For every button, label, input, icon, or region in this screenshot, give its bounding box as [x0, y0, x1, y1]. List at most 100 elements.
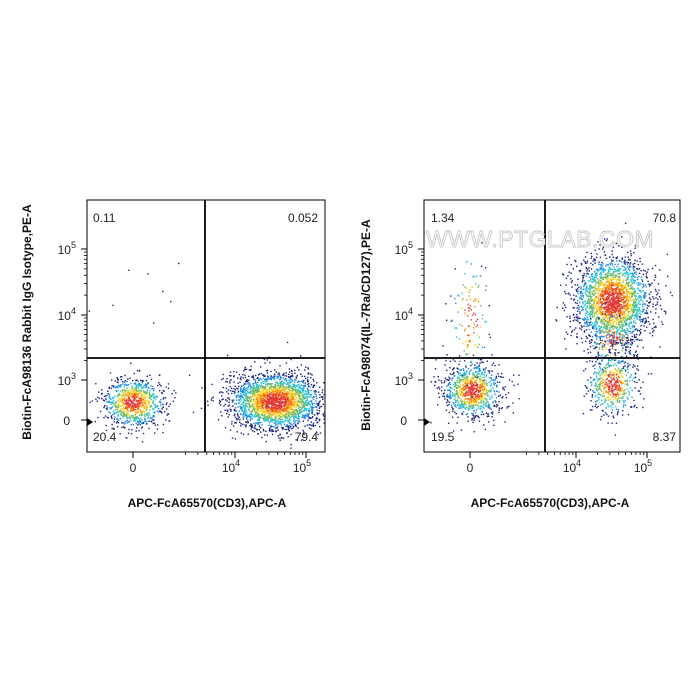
event-dot [464, 388, 467, 390]
event-dot [308, 423, 310, 426]
event-dot [609, 274, 611, 277]
event-dot [458, 363, 460, 366]
event-dot [120, 414, 122, 416]
event-dot [127, 405, 130, 407]
event-dot [268, 402, 270, 404]
event-dot [144, 406, 146, 409]
event-dot [235, 371, 238, 373]
event-dot [296, 388, 299, 391]
event-dot [481, 392, 483, 395]
event-dot [305, 404, 307, 406]
event-dot [293, 385, 296, 387]
event-dot [284, 403, 287, 405]
event-dot [592, 264, 594, 266]
event-dot [237, 377, 239, 379]
event-dot [118, 385, 121, 387]
event-dot [601, 273, 603, 275]
event-dot [465, 402, 467, 405]
event-dot [617, 273, 619, 275]
event-dot [128, 400, 130, 402]
event-dot [253, 386, 255, 388]
event-dot [248, 415, 250, 417]
event-dot [619, 295, 621, 297]
event-dot [147, 414, 149, 416]
event-dot [144, 400, 146, 403]
event-dot [613, 322, 615, 324]
event-dot [478, 402, 480, 404]
event-dot [105, 429, 108, 432]
event-dot [118, 403, 120, 405]
event-dot [124, 380, 127, 382]
event-dot [297, 389, 300, 392]
event-dot [299, 392, 301, 394]
event-dot [305, 399, 307, 402]
event-dot [626, 327, 628, 330]
event-dot [635, 273, 638, 275]
event-dot [482, 368, 485, 370]
event-dot [107, 401, 110, 403]
x-axis-label: APC-FcA65570(CD3),APC-A [128, 496, 287, 510]
event-dot [250, 413, 252, 416]
event-dot [297, 383, 300, 386]
event-dot [621, 319, 624, 321]
event-dot [309, 393, 312, 395]
event-dot [284, 415, 287, 418]
event-dot [233, 409, 235, 412]
event-dot [125, 411, 127, 414]
event-dot [116, 386, 118, 388]
event-dot [275, 398, 277, 401]
event-dot [249, 415, 251, 417]
event-dot [149, 374, 151, 376]
event-dot [283, 396, 286, 398]
event-dot [257, 388, 260, 391]
event-dot [479, 375, 481, 377]
event-dot [268, 383, 271, 385]
event-dot [234, 385, 236, 387]
event-dot [276, 410, 278, 412]
event-dot [624, 259, 626, 262]
event-dot [290, 402, 292, 404]
event-dot [269, 376, 271, 378]
event-dot [255, 411, 258, 414]
event-dot [141, 411, 143, 413]
event-dot [459, 400, 462, 402]
event-dot [443, 392, 445, 394]
event-dot [109, 397, 111, 399]
event-dot [254, 361, 256, 363]
event-dot [251, 387, 253, 389]
event-dot [303, 410, 305, 412]
event-dot [258, 401, 261, 403]
event-dot [114, 380, 117, 382]
event-dot [287, 421, 289, 423]
event-dot [139, 419, 141, 422]
event-dot [226, 391, 228, 393]
event-dot [294, 405, 296, 407]
event-dot [262, 377, 265, 379]
event-dot [264, 392, 266, 394]
event-dot [277, 406, 280, 409]
event-dot [136, 396, 138, 398]
event-dot [261, 408, 263, 410]
event-dot [254, 393, 257, 395]
event-dot [288, 379, 290, 381]
event-dot [618, 300, 621, 302]
event-dot [481, 383, 483, 386]
event-dot [248, 375, 250, 378]
event-dot [274, 422, 276, 425]
event-dot [243, 410, 245, 413]
event-dot [273, 397, 275, 399]
event-dot [490, 412, 493, 414]
event-dot [242, 418, 245, 420]
event-dot [242, 414, 244, 416]
event-dot [131, 388, 133, 391]
event-dot [138, 414, 141, 416]
event-dot [221, 395, 223, 397]
event-dot [271, 429, 274, 431]
event-dot [648, 302, 651, 304]
event-dot [145, 380, 148, 382]
event-dot [472, 372, 474, 374]
event-dot [243, 400, 245, 402]
event-dot [308, 410, 310, 412]
event-dot [614, 285, 616, 287]
event-dot [151, 394, 153, 396]
